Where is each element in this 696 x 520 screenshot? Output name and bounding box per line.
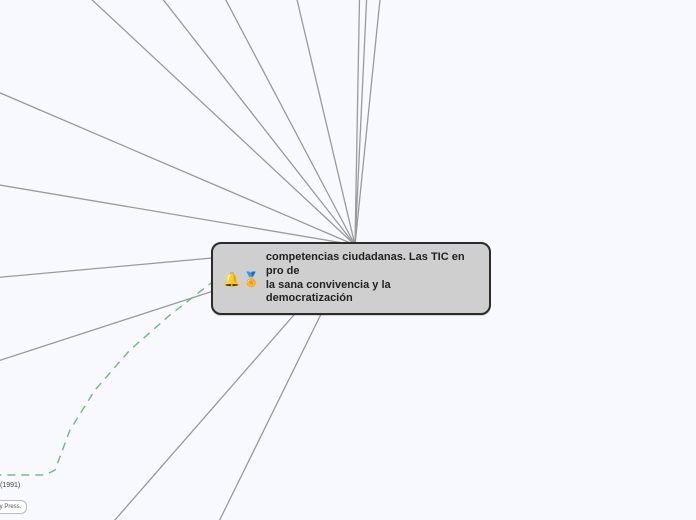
node-icons: 🔔 🏅: [223, 272, 260, 286]
partial-node-year: (1991): [0, 482, 20, 490]
award-icon: 🏅: [242, 272, 259, 286]
central-topic-label: competencias ciudadanas. Las TIC en pro …: [266, 251, 479, 306]
bell-icon: 🔔: [223, 272, 240, 286]
mindmap-canvas: 🔔 🏅 competencias ciudadanas. Las TIC en …: [0, 0, 696, 520]
partial-node-press: ty Press.: [0, 500, 27, 514]
central-topic-node[interactable]: 🔔 🏅 competencias ciudadanas. Las TIC en …: [211, 242, 491, 315]
